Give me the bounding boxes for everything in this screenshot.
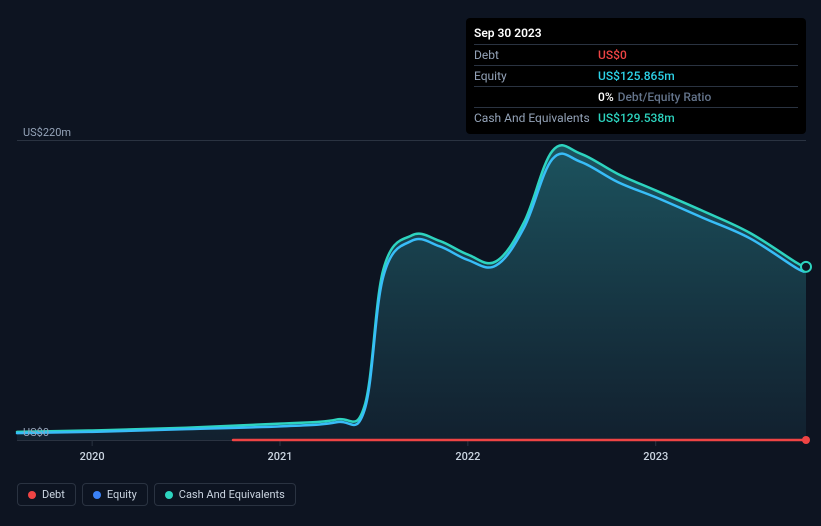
y-axis-label: US$220m	[23, 126, 71, 139]
tooltip-row-suffix: Debt/Equity Ratio	[618, 90, 712, 104]
tooltip-row-value: US$0	[598, 48, 627, 62]
legend-item-label: Cash And Equivalents	[179, 488, 285, 501]
area-chart	[17, 140, 806, 452]
legend-item-label: Debt	[42, 488, 65, 501]
tooltip-row: Cash And EquivalentsUS$129.538m	[474, 107, 798, 128]
tooltip-row-label: Debt	[474, 48, 598, 62]
legend-dot-icon	[28, 491, 36, 499]
tooltip-date: Sep 30 2023	[474, 24, 798, 44]
legend-item-equity[interactable]: Equity	[82, 483, 148, 506]
tooltip-row-value: US$129.538m	[598, 111, 675, 125]
tooltip-row-value: US$125.865m	[598, 69, 675, 83]
legend-item-debt[interactable]: Debt	[17, 483, 76, 506]
chart-tooltip: Sep 30 2023 DebtUS$0EquityUS$125.865m0%D…	[466, 18, 806, 134]
tooltip-row-label	[474, 90, 598, 104]
x-axis-label: 2022	[455, 450, 480, 463]
x-axis-label: 2023	[643, 450, 668, 463]
tooltip-row-label: Cash And Equivalents	[474, 111, 598, 125]
tooltip-row: EquityUS$125.865m	[474, 65, 798, 86]
tooltip-row: 0%Debt/Equity Ratio	[474, 86, 798, 107]
legend-item-label: Equity	[107, 488, 137, 501]
chart-legend: Debt Equity Cash And Equivalents	[17, 483, 296, 506]
tooltip-row-label: Equity	[474, 69, 598, 83]
legend-dot-icon	[93, 491, 101, 499]
legend-item-cash-and-equivalents[interactable]: Cash And Equivalents	[154, 483, 296, 506]
tooltip-row: DebtUS$0	[474, 44, 798, 65]
legend-dot-icon	[165, 491, 173, 499]
y-axis-label: US$0	[23, 426, 49, 439]
tooltip-row-value: 0%Debt/Equity Ratio	[598, 90, 711, 104]
x-axis-label: 2021	[267, 450, 292, 463]
x-axis-label: 2020	[80, 450, 105, 463]
